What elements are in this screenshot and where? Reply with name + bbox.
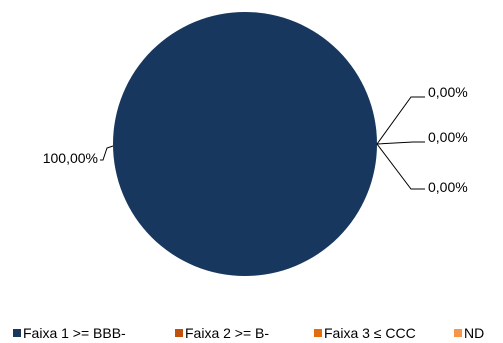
leader-line-faixa-3	[376, 141, 425, 145]
leader-line-faixa-2	[376, 96, 425, 145]
legend-swatch-faixa-2	[175, 329, 183, 337]
data-label-nd: 0,00%	[428, 179, 468, 195]
legend-swatch-faixa-1	[13, 329, 21, 337]
legend-label-faixa-3: Faixa 3 ≤ CCC	[324, 325, 416, 341]
leader-line-nd	[376, 143, 425, 190]
legend-label-nd: ND	[464, 325, 484, 341]
legend-swatch-nd	[454, 329, 462, 337]
leader-line-faixa-1	[100, 145, 114, 161]
legend-label-faixa-1: Faixa 1 >= BBB-	[23, 325, 126, 341]
data-label-faixa-3: 0,00%	[428, 129, 468, 145]
data-label-faixa-1: 100,00%	[43, 150, 98, 166]
pie-slice-faixa-1-bbb	[113, 12, 377, 276]
legend-swatch-faixa-3	[314, 329, 322, 337]
legend: Faixa 1 >= BBB- Faixa 2 >= B- Faixa 3 ≤ …	[13, 325, 484, 341]
data-labels: 100,00% 0,00% 0,00% 0,00%	[43, 84, 468, 195]
data-label-faixa-2: 0,00%	[428, 84, 468, 100]
legend-label-faixa-2: Faixa 2 >= B-	[185, 325, 269, 341]
pie-slices	[113, 12, 377, 276]
